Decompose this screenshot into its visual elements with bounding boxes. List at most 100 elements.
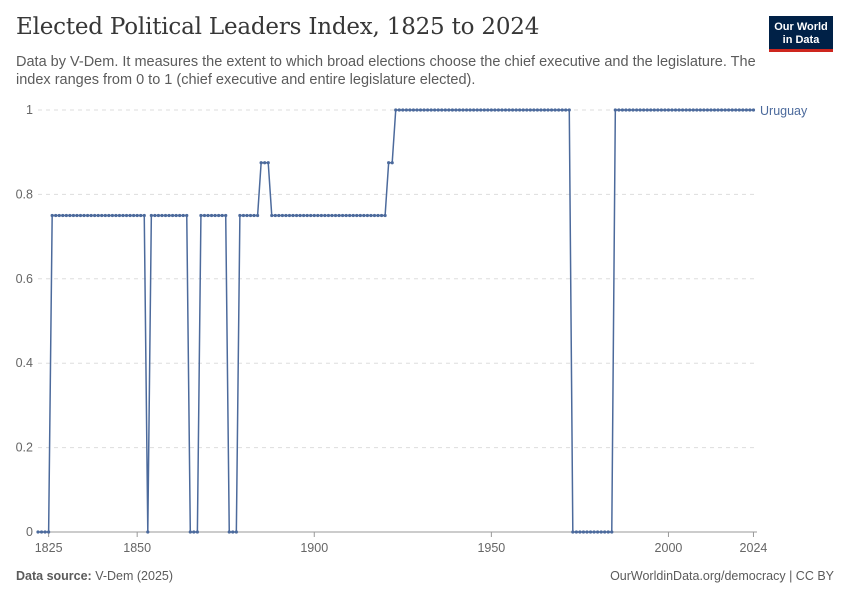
series-uruguay[interactable] xyxy=(36,108,756,534)
data-point[interactable] xyxy=(429,108,433,112)
data-point[interactable] xyxy=(426,108,430,112)
data-point[interactable] xyxy=(365,213,369,218)
data-point[interactable] xyxy=(645,108,649,112)
data-point[interactable] xyxy=(578,530,582,534)
data-point[interactable] xyxy=(457,108,462,112)
data-point[interactable] xyxy=(245,213,249,218)
data-point[interactable] xyxy=(553,108,557,112)
data-point[interactable] xyxy=(124,213,129,218)
data-point[interactable] xyxy=(135,213,139,218)
data-point[interactable] xyxy=(659,108,663,112)
data-point[interactable] xyxy=(96,213,100,218)
data-point[interactable] xyxy=(199,213,203,218)
data-point[interactable] xyxy=(727,108,731,112)
data-point[interactable] xyxy=(146,530,150,534)
data-point[interactable] xyxy=(440,108,444,112)
data-point[interactable] xyxy=(415,108,419,112)
data-point[interactable] xyxy=(418,108,423,112)
data-point[interactable] xyxy=(496,108,501,112)
data-point[interactable] xyxy=(603,530,607,534)
data-point[interactable] xyxy=(294,213,299,218)
data-point[interactable] xyxy=(234,530,238,534)
data-point[interactable] xyxy=(110,213,114,218)
data-point[interactable] xyxy=(649,108,653,112)
data-point[interactable] xyxy=(422,108,426,112)
data-point[interactable] xyxy=(475,108,479,112)
data-point[interactable] xyxy=(528,108,532,112)
data-point[interactable] xyxy=(36,530,40,534)
data-point[interactable] xyxy=(75,213,79,218)
data-point[interactable] xyxy=(305,213,309,218)
owid-logo[interactable]: Our World in Data xyxy=(769,16,833,52)
data-point[interactable] xyxy=(326,213,331,218)
data-point[interactable] xyxy=(464,108,469,112)
data-point[interactable] xyxy=(624,108,628,112)
data-point[interactable] xyxy=(259,161,263,165)
data-point[interactable] xyxy=(149,213,153,218)
data-point[interactable] xyxy=(610,530,614,534)
data-point[interactable] xyxy=(751,108,756,112)
footer-link[interactable]: OurWorldinData.org/democracy | CC BY xyxy=(610,569,834,583)
data-point[interactable] xyxy=(748,108,752,112)
source-value[interactable]: V-Dem (2025) xyxy=(95,569,174,583)
data-point[interactable] xyxy=(163,213,168,218)
data-point[interactable] xyxy=(514,108,518,112)
data-point[interactable] xyxy=(220,213,224,218)
data-point[interactable] xyxy=(627,108,632,112)
data-point[interactable] xyxy=(521,108,525,112)
data-point[interactable] xyxy=(677,108,681,112)
data-point[interactable] xyxy=(447,108,451,112)
data-point[interactable] xyxy=(43,530,47,534)
data-point[interactable] xyxy=(61,213,65,218)
data-point[interactable] xyxy=(181,213,185,218)
data-point[interactable] xyxy=(390,161,394,165)
data-point[interactable] xyxy=(705,108,710,112)
data-point[interactable] xyxy=(744,108,748,112)
data-point[interactable] xyxy=(599,530,603,534)
data-point[interactable] xyxy=(666,108,671,112)
data-point[interactable] xyxy=(723,108,727,112)
data-point[interactable] xyxy=(202,213,207,218)
data-point[interactable] xyxy=(333,213,338,218)
data-point[interactable] xyxy=(596,530,600,534)
data-point[interactable] xyxy=(312,213,316,218)
data-point[interactable] xyxy=(209,213,214,218)
data-point[interactable] xyxy=(132,213,136,218)
data-point[interactable] xyxy=(330,213,334,218)
data-point[interactable] xyxy=(195,530,199,534)
data-point[interactable] xyxy=(178,213,182,218)
data-point[interactable] xyxy=(376,213,380,218)
data-point[interactable] xyxy=(54,213,58,218)
data-point[interactable] xyxy=(89,213,93,218)
data-point[interactable] xyxy=(539,108,543,112)
data-point[interactable] xyxy=(82,213,86,218)
data-point[interactable] xyxy=(64,213,68,218)
data-point[interactable] xyxy=(461,108,465,112)
data-point[interactable] xyxy=(472,108,476,112)
data-point[interactable] xyxy=(291,213,295,218)
data-point[interactable] xyxy=(188,530,192,534)
data-point[interactable] xyxy=(588,530,593,534)
data-point[interactable] xyxy=(684,108,688,112)
data-point[interactable] xyxy=(39,530,44,534)
data-point[interactable] xyxy=(663,108,667,112)
data-point[interactable] xyxy=(482,108,486,112)
data-point[interactable] xyxy=(213,213,217,218)
data-point[interactable] xyxy=(266,161,270,165)
data-point[interactable] xyxy=(709,108,713,112)
data-point[interactable] xyxy=(170,213,175,218)
data-point[interactable] xyxy=(302,213,306,218)
data-point[interactable] xyxy=(503,108,508,112)
data-point[interactable] xyxy=(486,108,490,112)
data-point[interactable] xyxy=(121,213,125,218)
data-point[interactable] xyxy=(369,213,373,218)
data-point[interactable] xyxy=(167,213,171,218)
data-point[interactable] xyxy=(192,530,196,534)
data-point[interactable] xyxy=(518,108,522,112)
data-point[interactable] xyxy=(397,108,401,112)
data-point[interactable] xyxy=(408,108,412,112)
data-point[interactable] xyxy=(652,108,656,112)
data-point[interactable] xyxy=(358,213,362,218)
data-point[interactable] xyxy=(574,530,578,534)
data-point[interactable] xyxy=(351,213,355,218)
